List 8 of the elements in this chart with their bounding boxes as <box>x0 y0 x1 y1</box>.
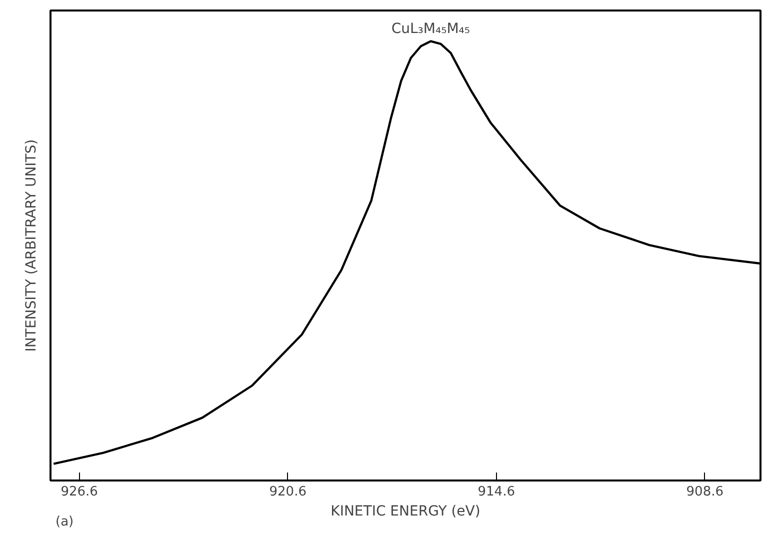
x-tick-label: 920.6 <box>269 484 306 500</box>
x-axis-title: KINETIC ENERGY (eV) <box>330 504 480 520</box>
text: (a) <box>56 514 74 530</box>
y-axis-title: INTENSITY (ARBITRARY UNITS) <box>24 139 40 352</box>
x-tick-label: 908.6 <box>686 484 724 500</box>
annotation: CuL₃M₄₅M₄₅ <box>391 21 470 38</box>
x-tick-label: 926.6 <box>60 484 98 500</box>
x-tick-label: 914.6 <box>478 484 515 500</box>
